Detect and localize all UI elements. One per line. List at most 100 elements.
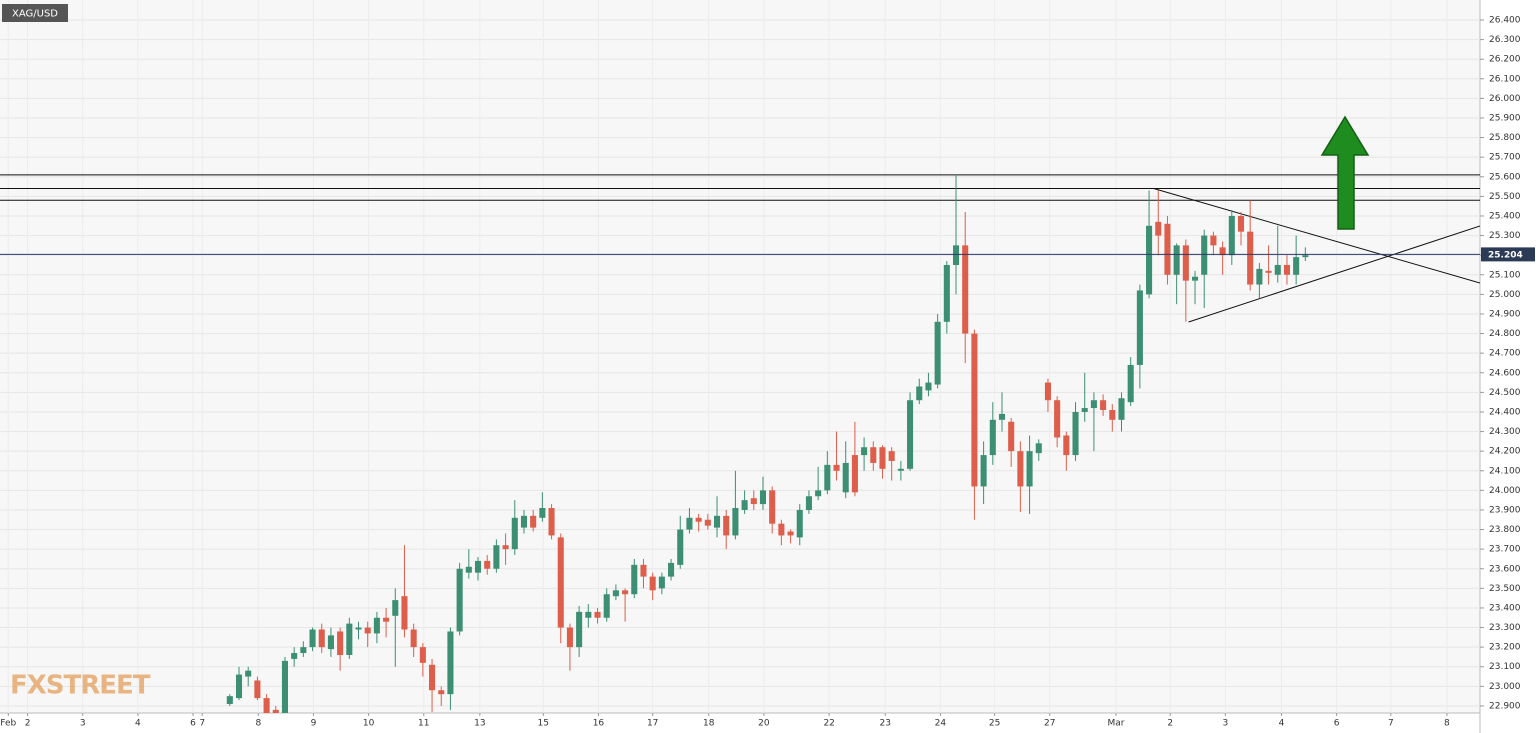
x-tick-label: 2 <box>25 719 31 729</box>
candle-body <box>1127 364 1134 403</box>
candle-body <box>309 629 316 648</box>
y-tick-label: 23.900 <box>1489 505 1521 515</box>
x-tick-label: 8 <box>255 719 261 729</box>
candle-body <box>824 464 831 491</box>
candle-body <box>327 635 334 650</box>
candle-body <box>530 515 537 528</box>
candle-body <box>759 490 767 505</box>
candle-body <box>548 507 555 536</box>
y-tick-label: 25.900 <box>1489 113 1521 123</box>
x-axis-panel <box>0 713 1480 733</box>
candle-body <box>1035 443 1042 454</box>
candle-body <box>695 517 702 522</box>
candle-body <box>888 451 895 461</box>
candle-body <box>254 680 261 699</box>
candle-body <box>1072 411 1079 456</box>
candle-body <box>704 519 711 526</box>
candle-body <box>833 464 840 471</box>
candle-body <box>686 517 693 530</box>
candle-body <box>272 709 279 713</box>
x-tick-label: 11 <box>418 719 429 729</box>
candle-body <box>511 517 518 550</box>
plot-area <box>0 174 1480 713</box>
candle-body <box>401 596 408 630</box>
candle-body <box>585 611 592 618</box>
y-tick-label: 25.800 <box>1489 133 1521 143</box>
candle-body <box>392 600 399 616</box>
x-tick-label: 6 <box>190 719 196 729</box>
candle-body <box>622 590 629 595</box>
x-tick-label: 3 <box>1222 719 1228 729</box>
candle-body <box>1302 255 1309 258</box>
candle-body <box>1210 235 1217 246</box>
candle-body <box>1256 268 1263 285</box>
y-tick-label: 26.000 <box>1489 94 1521 104</box>
y-tick-label: 23.000 <box>1489 682 1521 692</box>
y-tick-label: 26.400 <box>1489 15 1521 25</box>
candle-body <box>1265 270 1272 273</box>
y-tick-label: 23.300 <box>1489 623 1521 633</box>
candle-body <box>1054 400 1061 438</box>
y-tick-label: 24.900 <box>1489 309 1521 319</box>
candle-body <box>235 674 243 699</box>
candle-body <box>410 629 417 648</box>
candle-body <box>1017 451 1024 487</box>
axes: 22.900 23.000 23.100 23.200 23.300 23.400 23.5… <box>0 15 1535 729</box>
candle-body <box>971 333 978 487</box>
candle-body <box>383 617 390 622</box>
candle-body <box>741 500 748 510</box>
candle-body <box>557 537 564 628</box>
x-tick-label: 17 <box>647 719 658 729</box>
x-tick-label: 23 <box>880 719 891 729</box>
candle-body <box>916 386 923 401</box>
y-tick-label: 24.300 <box>1489 427 1521 437</box>
y-tick-label: 23.400 <box>1489 603 1521 613</box>
x-tick-label: 4 <box>135 719 141 729</box>
x-tick-label: 15 <box>538 719 549 729</box>
y-tick-label: 23.100 <box>1489 662 1521 672</box>
x-tick-label: 22 <box>823 719 834 729</box>
candle-body <box>281 660 289 713</box>
y-tick-label: 23.500 <box>1489 584 1521 594</box>
y-tick-label: 24.400 <box>1489 407 1521 417</box>
candle-body <box>484 560 491 569</box>
candle-body <box>1247 231 1254 285</box>
candle-body <box>796 509 803 538</box>
candle-body <box>603 594 610 618</box>
candle-body <box>364 627 371 634</box>
candle-body <box>245 670 252 677</box>
x-tick-label: 8 <box>1444 719 1450 729</box>
candle-body <box>723 515 730 536</box>
candle-body <box>1136 290 1143 365</box>
candle-body <box>226 696 233 704</box>
trend-line <box>1188 225 1480 323</box>
candle-body <box>769 490 776 524</box>
trend-line <box>1153 188 1480 284</box>
y-tick-label: 22.900 <box>1489 701 1521 711</box>
y-tick-label: 26.300 <box>1489 35 1521 45</box>
candle-body <box>989 419 996 456</box>
y-tick-label: 24.700 <box>1489 349 1521 359</box>
candle-body <box>1293 257 1300 275</box>
candle-body <box>925 382 932 391</box>
candle-body <box>1219 247 1226 256</box>
candle-body <box>539 507 546 518</box>
candle-body <box>1228 215 1235 256</box>
y-tick-label: 25.000 <box>1489 290 1521 300</box>
candle-body <box>943 264 950 322</box>
x-tick-label: 13 <box>474 719 485 729</box>
candle-body <box>1146 225 1153 295</box>
candle-body <box>520 515 528 528</box>
y-tick-label: 26.200 <box>1489 55 1521 65</box>
candle-body <box>1118 398 1125 420</box>
up-arrow <box>1320 115 1370 230</box>
candle-body <box>612 590 619 597</box>
candle-body <box>318 629 325 648</box>
candle-body <box>447 631 454 695</box>
candle-body <box>952 245 960 265</box>
candle-body <box>1100 400 1107 411</box>
candle-body <box>934 321 941 385</box>
candle-body <box>778 523 785 536</box>
